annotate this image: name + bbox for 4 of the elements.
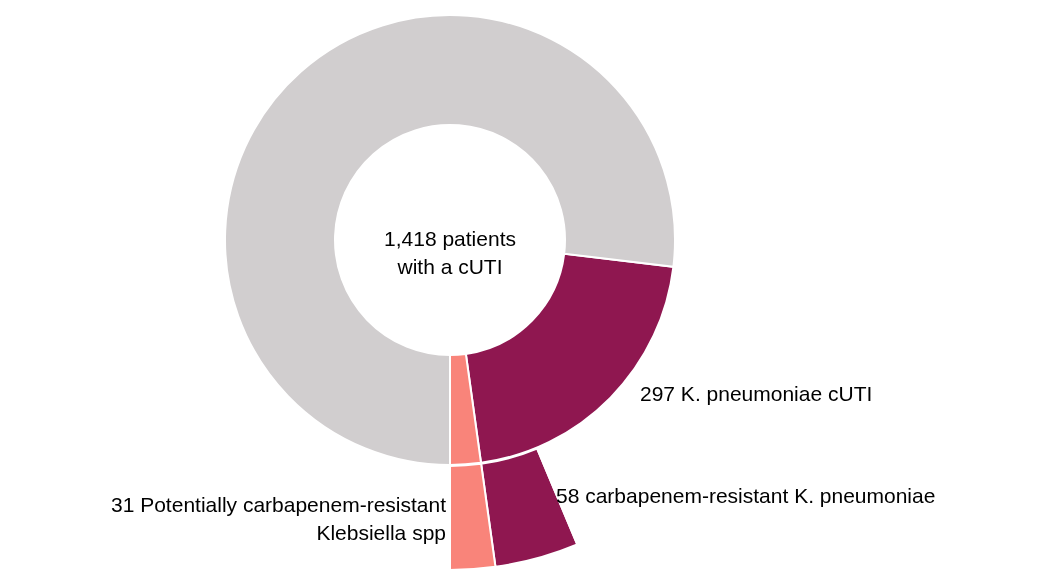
text: 58 carbapenem-resistant K. pneumoniae	[556, 484, 936, 507]
text: 1,418 patients with a cUTI	[384, 227, 516, 278]
text: 31 Potentially carbapenem-resistant Klebsiella spp	[110, 493, 447, 544]
text: 297 K. pneumoniae cUTI	[640, 382, 873, 405]
